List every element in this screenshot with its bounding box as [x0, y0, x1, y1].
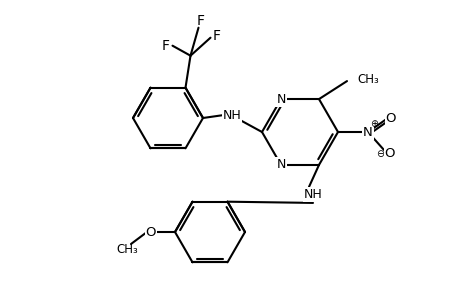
Text: F: F [212, 29, 220, 43]
Text: CH₃: CH₃ [116, 244, 138, 256]
Text: NH: NH [222, 109, 241, 122]
Text: ⊕: ⊕ [369, 119, 377, 129]
Text: F: F [161, 39, 169, 53]
Text: CH₃: CH₃ [356, 73, 378, 85]
Text: F: F [196, 14, 204, 28]
Text: N: N [276, 158, 285, 171]
Text: NH: NH [303, 188, 322, 201]
Text: ⊖: ⊖ [375, 149, 383, 159]
Text: O: O [384, 146, 394, 160]
Text: O: O [385, 112, 395, 124]
Text: O: O [146, 226, 156, 238]
Text: N: N [276, 93, 285, 106]
Text: N: N [362, 125, 372, 139]
